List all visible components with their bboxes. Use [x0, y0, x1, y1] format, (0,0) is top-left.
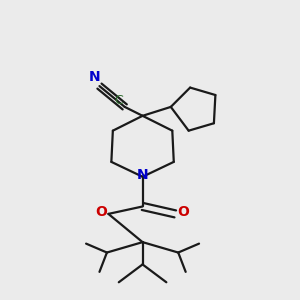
- Text: C: C: [114, 94, 123, 107]
- Text: O: O: [177, 206, 189, 219]
- Text: O: O: [95, 206, 107, 219]
- Text: N: N: [137, 168, 148, 182]
- Text: N: N: [89, 70, 101, 84]
